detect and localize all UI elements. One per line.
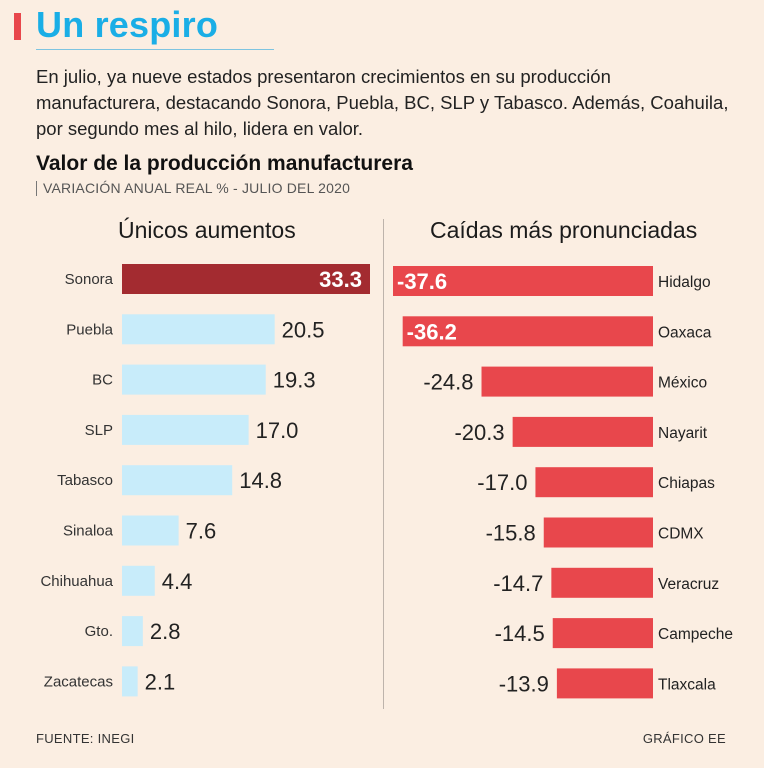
deck-text: En julio, ya nueve estados presentaron c… [36, 66, 729, 139]
bar-increase [122, 314, 275, 345]
bar-increase [122, 666, 138, 697]
bar-decrease [552, 618, 653, 649]
data-label-decrease: -14.5 [495, 621, 545, 646]
bar-increase [122, 414, 249, 445]
data-label-increase: 2.1 [145, 669, 176, 694]
credit-note: GRÁFICO EE [642, 731, 726, 746]
category-label-decrease: CDMX [658, 526, 704, 543]
category-label-increase: Zacatecas [44, 673, 113, 690]
category-label-increase: SLP [85, 422, 113, 439]
category-label-decrease: Hidalgo [658, 274, 711, 291]
data-label-increase: 33.3 [319, 267, 362, 292]
bar-increase [122, 565, 155, 596]
bar-increase [122, 616, 143, 647]
category-label-increase: Sonora [65, 271, 114, 288]
bar-decrease [393, 266, 653, 296]
bar-decrease [551, 567, 653, 598]
page-title: Un respiro [36, 4, 219, 45]
category-label-increase: Gto. [85, 623, 113, 640]
data-label-increase: 19.3 [273, 368, 316, 393]
bar-decrease [512, 416, 653, 447]
bar-increase [122, 515, 179, 546]
chart-title: Valor de la producción manufacturera [36, 152, 413, 175]
data-label-decrease: -37.6 [397, 269, 447, 294]
category-label-increase: BC [92, 372, 113, 389]
data-label-decrease: -15.8 [486, 521, 536, 546]
chart-subtitle: VARIACIÓN ANUAL REAL % - JULIO DEL 2020 [36, 181, 350, 196]
accent-bar [14, 13, 21, 40]
bar-decrease [556, 668, 653, 699]
bar-decrease [543, 517, 653, 548]
data-label-decrease: -17.0 [477, 470, 527, 495]
source-note: FUENTE: INEGI [36, 731, 135, 746]
category-label-increase: Puebla [66, 321, 113, 338]
category-label-decrease: Nayarit [658, 425, 708, 442]
panel-heading-increases: Únicos aumentos [118, 217, 296, 243]
category-label-increase: Chihuahua [40, 573, 113, 590]
data-label-decrease: -14.7 [493, 571, 543, 596]
data-label-increase: 4.4 [162, 569, 193, 594]
panel-heading-decreases: Caídas más pronunciadas [430, 217, 698, 243]
category-label-decrease: Chiapas [658, 475, 715, 492]
data-label-increase: 17.0 [256, 418, 299, 443]
bar-decrease [481, 366, 653, 397]
category-label-decrease: Campeche [658, 626, 733, 643]
panel-divider [383, 219, 384, 709]
data-label-decrease: -13.9 [499, 671, 549, 696]
bar-increase [122, 465, 233, 496]
data-label-increase: 14.8 [239, 468, 282, 493]
bar-increase [122, 364, 266, 395]
category-label-decrease: Oaxaca [658, 324, 712, 341]
data-label-decrease: -36.2 [407, 319, 457, 344]
category-label-increase: Sinaloa [63, 523, 114, 540]
data-label-decrease: -24.8 [423, 370, 473, 395]
data-label-increase: 2.8 [150, 619, 181, 644]
bar-increase [122, 264, 370, 294]
bar-decrease [402, 316, 653, 347]
data-label-increase: 7.6 [186, 519, 217, 544]
category-label-decrease: Veracruz [658, 576, 719, 593]
title-rule [36, 49, 274, 50]
category-label-decrease: México [658, 375, 707, 392]
category-label-increase: Tabasco [57, 472, 113, 489]
bar-decrease [535, 467, 653, 498]
data-label-increase: 20.5 [282, 317, 325, 342]
data-label-decrease: -20.3 [454, 420, 504, 445]
category-label-decrease: Tlaxcala [658, 676, 716, 693]
